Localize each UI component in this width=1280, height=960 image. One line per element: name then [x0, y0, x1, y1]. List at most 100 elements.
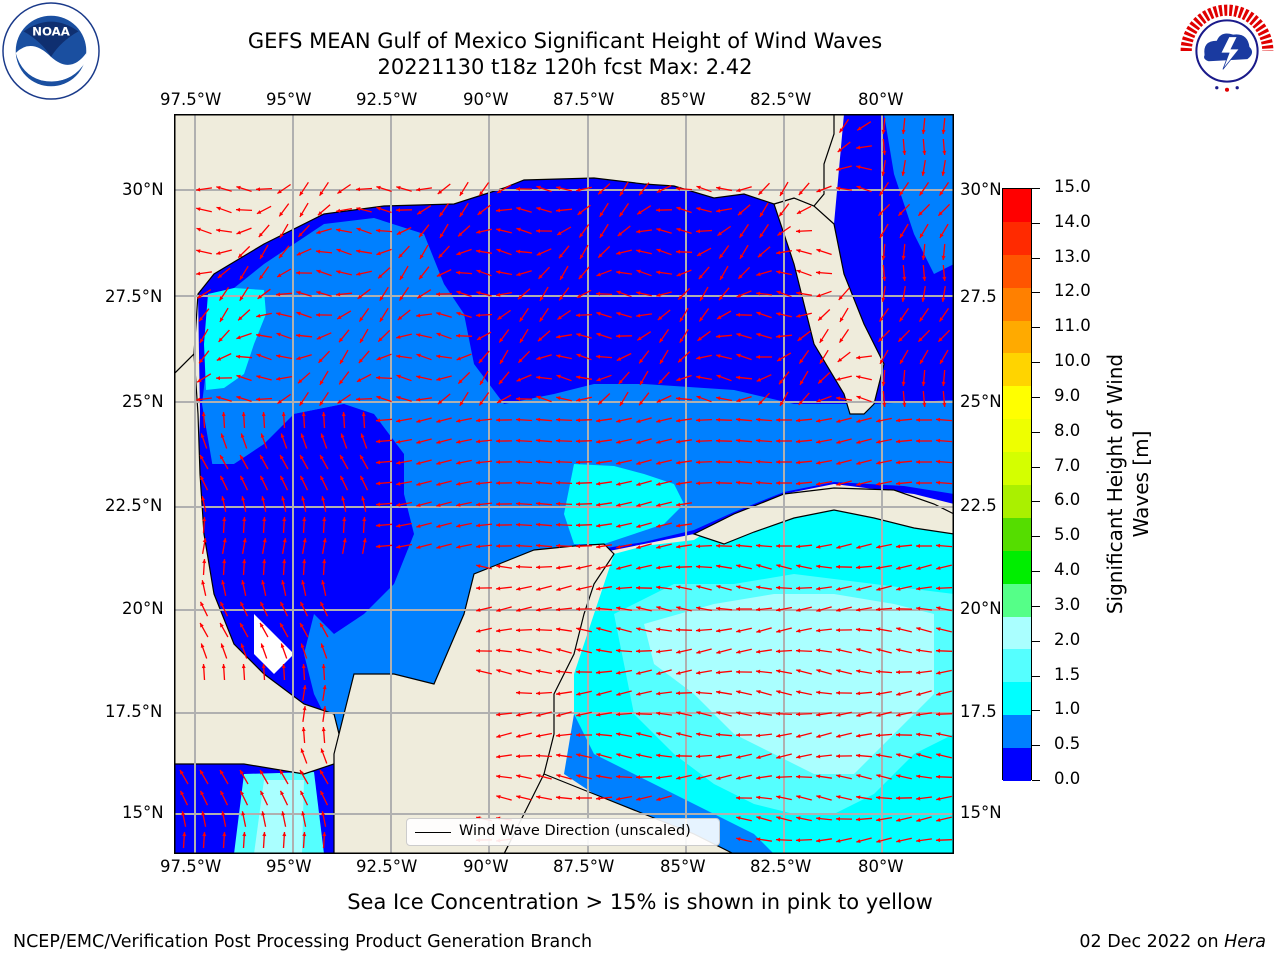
wind-wave-arrowhead [277, 399, 282, 404]
wind-wave-arrowhead [240, 790, 245, 796]
wind-wave-arrowhead [576, 587, 581, 591]
wind-wave-arrowhead [716, 354, 721, 358]
colorbar-tick-label: 1.0 [1054, 699, 1081, 719]
wind-wave-arrowhead [656, 545, 661, 549]
wind-wave-arrowhead [636, 627, 641, 632]
wind-wave-arrowhead [280, 623, 284, 628]
wind-wave-arrowhead [676, 565, 681, 570]
wind-wave-arrowhead [836, 648, 841, 653]
wind-wave-arrowhead [676, 460, 681, 465]
wind-wave-arrowhead [876, 691, 881, 696]
wind-wave-arrowhead [798, 400, 803, 405]
wind-wave-arrowhead [496, 418, 500, 422]
wind-wave-arrowhead [836, 669, 841, 673]
wind-wave-arrowhead [616, 440, 621, 444]
wind-wave-arrowhead [656, 248, 661, 253]
wind-wave-arrowhead [796, 481, 801, 486]
wind-wave-arrowhead [322, 517, 327, 522]
wind-wave-arrowhead [376, 375, 381, 380]
wind-wave-arrowhead [876, 817, 881, 822]
wind-wave-arrowhead [236, 335, 241, 340]
wind-wave-arrowhead [836, 628, 840, 633]
wind-wave-arrowhead [816, 544, 821, 549]
wind-wave-arrowhead [262, 538, 267, 543]
wind-wave-arrowhead [419, 232, 424, 238]
wind-wave-arrowhead [936, 692, 941, 696]
wind-wave-arrowhead [439, 233, 444, 238]
wind-wave-arrowhead [676, 649, 681, 654]
wind-wave-arrowhead [616, 753, 621, 757]
wind-wave-arrowhead [736, 607, 740, 611]
wind-wave-arrowhead [616, 774, 621, 779]
wind-wave-arrowhead [816, 293, 821, 298]
wind-wave-arrowhead [321, 496, 326, 501]
wind-wave-arrowhead [716, 186, 721, 191]
wind-wave-arrowhead [396, 354, 401, 359]
wind-wave-arrowhead [356, 378, 362, 382]
wind-wave-arrowhead [796, 439, 801, 444]
wind-wave-arrowhead [856, 482, 861, 486]
wind-wave-arrowhead [697, 252, 702, 256]
wind-wave-arrowhead [576, 502, 581, 507]
wind-wave-arrowhead [759, 212, 764, 217]
wind-wave-arrowhead [900, 359, 904, 364]
wind-wave-arrowhead [856, 355, 861, 360]
wind-wave-arrowhead [916, 774, 921, 779]
wind-wave-arrowhead [896, 627, 901, 631]
wind-wave-arrowhead [616, 566, 621, 570]
wind-wave-arrowhead [556, 459, 561, 464]
wind-wave-arrowhead [856, 713, 861, 717]
wind-wave-arrowhead [576, 544, 581, 549]
wind-wave-arrowhead [516, 522, 521, 527]
wind-wave-arrowhead [678, 358, 683, 363]
colorbar-tick [1032, 257, 1040, 259]
wind-wave-arrowhead [796, 648, 801, 653]
wind-wave-arrowhead [300, 433, 305, 438]
wind-wave-arrowhead [816, 712, 821, 717]
wind-wave-arrowhead [936, 774, 941, 779]
wind-wave-arrowhead [496, 648, 501, 653]
wind-wave-arrowhead [716, 585, 721, 589]
wind-wave-arrowhead [736, 353, 741, 358]
wind-wave-arrowhead [636, 461, 641, 465]
colorbar-segment [1003, 682, 1031, 716]
wind-wave-arrowhead [496, 460, 500, 464]
colorbar-tick-label: 0.5 [1054, 734, 1081, 754]
wind-wave-arrowhead [639, 190, 644, 196]
wind-wave-arrowhead [636, 649, 641, 654]
wind-wave-arrowhead [356, 207, 361, 211]
wind-wave-arrowhead [256, 313, 261, 318]
wind-wave-arrowhead [796, 544, 801, 549]
wind-wave-arrowhead [856, 648, 861, 652]
wind-wave-arrowhead [856, 587, 861, 591]
wind-wave-arrowhead [456, 418, 461, 423]
wind-wave-arrowhead [876, 439, 881, 444]
wind-wave-arrowhead [717, 231, 722, 236]
wind-wave-arrowhead [280, 233, 284, 238]
wind-wave-arrowhead [816, 460, 821, 465]
wind-wave-arrowhead [322, 559, 327, 564]
wind-wave-arrowhead [716, 396, 721, 401]
wind-wave-arrowhead [736, 417, 741, 422]
wind-wave-arrowhead [436, 482, 441, 486]
wind-wave-arrowhead [796, 669, 801, 673]
wind-wave-arrowhead [636, 732, 641, 736]
wind-wave-arrowhead [200, 601, 204, 607]
lon-label: 82.5°W [750, 857, 812, 876]
wind-wave-arrowhead [241, 496, 246, 501]
wind-wave-arrowhead [856, 545, 861, 549]
wind-wave-arrowhead [376, 439, 381, 444]
wind-wave-arrowhead [436, 354, 441, 359]
wind-wave-arrowhead [436, 503, 441, 507]
wind-wave-arrowhead [816, 628, 821, 633]
wind-wave-arrowhead [299, 191, 304, 196]
wind-wave-arrowhead [916, 692, 921, 696]
wind-wave-arrowhead [896, 838, 901, 843]
wind-wave-arrowhead [636, 503, 641, 507]
wind-wave-arrowhead [736, 755, 741, 759]
wind-wave-arrowhead [456, 481, 461, 486]
wind-wave-arrowhead [856, 669, 861, 674]
wind-wave-arrowhead [576, 313, 581, 318]
wind-wave-arrowhead [696, 544, 701, 549]
wind-wave-arrowhead [736, 312, 740, 317]
